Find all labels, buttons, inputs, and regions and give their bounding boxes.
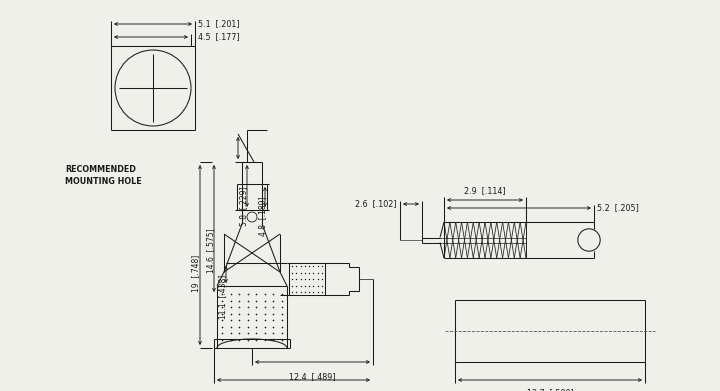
Text: 4.5  [.177]: 4.5 [.177] bbox=[198, 32, 240, 41]
Text: 5.8  [.229]: 5.8 [.229] bbox=[240, 186, 248, 226]
Text: 14.6  [.575]: 14.6 [.575] bbox=[207, 228, 215, 273]
Text: 2.6  [.102]: 2.6 [.102] bbox=[356, 199, 397, 208]
Text: 12.7  [.500]: 12.7 [.500] bbox=[526, 388, 573, 391]
Text: 12.4  [.489]: 12.4 [.489] bbox=[289, 372, 336, 381]
Text: MOUNTING HOLE: MOUNTING HOLE bbox=[65, 178, 142, 187]
Text: 2.9  [.114]: 2.9 [.114] bbox=[464, 186, 506, 195]
Text: 11.1  [.438]: 11.1 [.438] bbox=[218, 274, 228, 319]
Text: 19  [.748]: 19 [.748] bbox=[192, 255, 200, 292]
Text: 4.8  [.189]: 4.8 [.189] bbox=[258, 197, 268, 237]
Text: 15.9  [.626]: 15.9 [.626] bbox=[270, 390, 317, 391]
Text: RECOMMENDED: RECOMMENDED bbox=[65, 165, 136, 174]
Text: 5.2  [.205]: 5.2 [.205] bbox=[597, 203, 639, 212]
Text: 5.1  [.201]: 5.1 [.201] bbox=[198, 20, 240, 29]
